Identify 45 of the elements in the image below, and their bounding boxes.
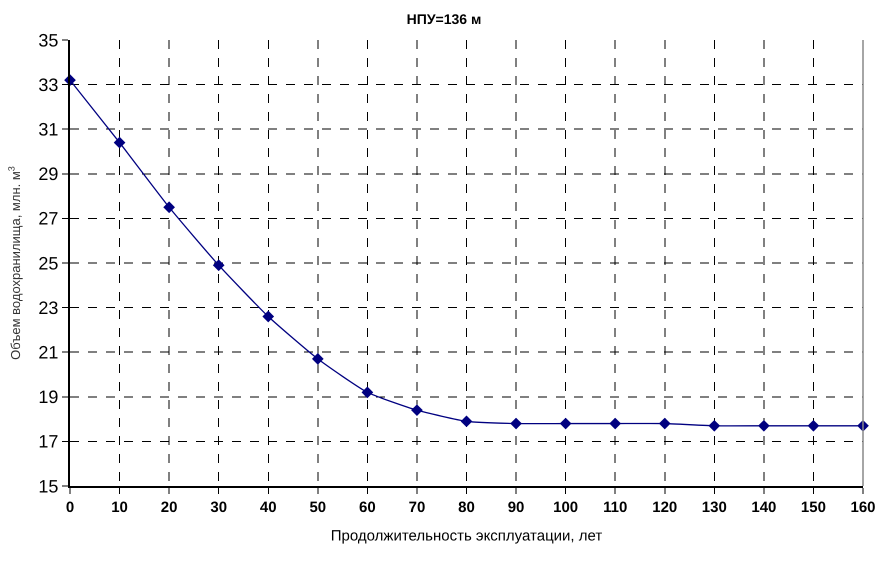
x-tick-label: 140	[751, 499, 776, 516]
point	[708, 420, 720, 432]
x-tick-label: 40	[260, 499, 277, 516]
point	[808, 420, 820, 432]
y-tick-label: 21	[38, 342, 58, 362]
x-tick-label: 100	[553, 499, 578, 516]
point	[163, 201, 175, 214]
x-tick-label: 0	[66, 499, 74, 516]
point	[658, 418, 671, 430]
y-tick-label: 27	[38, 208, 58, 229]
y-tick-label: 29	[38, 164, 58, 184]
y-tick-label: 19	[38, 387, 58, 408]
y-tick-label: 17	[38, 432, 58, 452]
x-tick-label: 20	[160, 499, 178, 516]
x-tick-label: 80	[458, 499, 475, 516]
point	[411, 404, 423, 416]
x-tick-label: 120	[652, 499, 678, 516]
point	[362, 386, 374, 398]
x-tick-label: 30	[210, 499, 228, 516]
y-tick-label: 33	[38, 74, 58, 95]
point	[510, 418, 522, 430]
y-tick-label: 31	[38, 120, 58, 140]
chart-title: НПУ=136 м	[406, 10, 482, 27]
x-tick-label: 110	[603, 499, 628, 516]
point	[262, 310, 274, 322]
point	[758, 420, 770, 432]
x-axis-title: Продолжительность эксплуатации, лет	[330, 528, 602, 544]
y-tick-label: 23	[38, 298, 58, 318]
x-tick-label: 50	[309, 499, 326, 516]
x-tick-label: 90	[508, 499, 524, 516]
x-tick-label: 10	[111, 499, 128, 516]
y-tick-label: 35	[38, 30, 58, 50]
point	[460, 415, 472, 428]
y-tick-label: 25	[38, 253, 58, 274]
x-tick-label: 130	[702, 499, 727, 516]
x-tick-label: 150	[800, 499, 826, 516]
point	[609, 418, 622, 430]
point	[560, 418, 572, 430]
x-tick-label: 160	[850, 499, 876, 516]
point	[212, 259, 225, 272]
x-tick-label: 60	[359, 499, 376, 516]
point	[312, 353, 324, 365]
point	[114, 136, 126, 148]
y-tick-label: 15	[38, 476, 58, 496]
x-tick-label: 70	[408, 499, 426, 516]
